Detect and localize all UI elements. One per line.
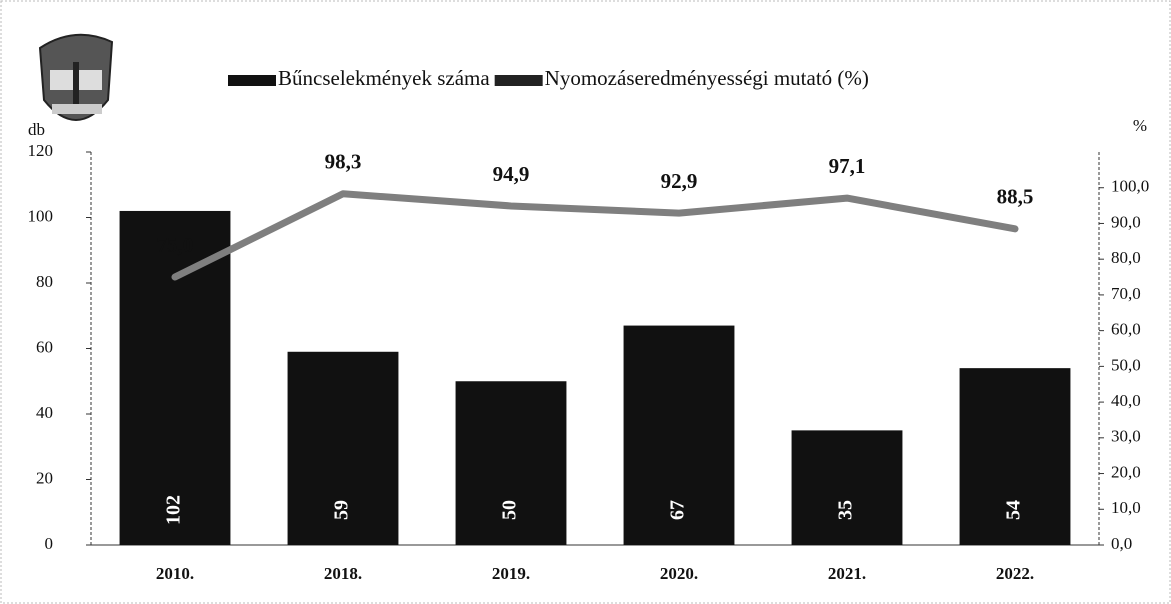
y2-tick-label: 80,0: [1111, 248, 1141, 267]
x-tick-label: 2019.: [492, 564, 530, 583]
legend-label: Nyomozáseredményességi mutató (%): [545, 66, 869, 90]
x-tick-label: 2020.: [660, 564, 698, 583]
line-value-label: 98,3: [325, 150, 362, 174]
y2-tick-label: 60,0: [1111, 320, 1141, 339]
y2-tick-label: 0,0: [1111, 534, 1132, 553]
bar-value-label: 54: [1003, 500, 1025, 520]
y-tick-label: 100: [28, 206, 54, 225]
line-value-label: 94,9: [493, 162, 530, 186]
y2-tick-label: 10,0: [1111, 498, 1141, 517]
police-logo: [40, 35, 112, 120]
y2-tick-label: 70,0: [1111, 284, 1141, 303]
bar-value-label: 59: [331, 500, 353, 520]
chart: db % 0 20 40 60 80 100 120 0,0 10,0 20,0 30,0 40,0 5…: [0, 0, 1171, 604]
y2-tick-label: 40,0: [1111, 391, 1141, 410]
x-tick-label: 2021.: [828, 564, 866, 583]
line-value-label: 88,5: [997, 185, 1034, 209]
x-tick-label: 2010.: [156, 564, 194, 583]
legend-swatch: [495, 75, 543, 86]
y-tick-label: 120: [28, 141, 54, 160]
y2-tick-label: 90,0: [1111, 212, 1141, 231]
y2-axis-label: %: [1133, 116, 1147, 135]
bar-value-label: 67: [667, 500, 689, 520]
y2-tick-label: 50,0: [1111, 355, 1141, 374]
y2-tick-label: 100,0: [1111, 177, 1149, 196]
y-tick-label: 40: [36, 403, 53, 422]
x-tick-label: 2022.: [996, 564, 1034, 583]
legend-label: Bűncselekmények száma: [278, 66, 490, 90]
y-tick-label: 0: [45, 534, 54, 553]
bar-value-label: 50: [499, 500, 521, 520]
line-value-label: 97,1: [829, 154, 866, 178]
bar: [792, 430, 903, 545]
legend-swatch: [228, 75, 276, 86]
bar-value-label: 102: [163, 495, 185, 525]
x-tick-label: 2018.: [324, 564, 362, 583]
y2-tick-label: 30,0: [1111, 427, 1141, 446]
bar-value-label: 35: [835, 500, 857, 520]
y-tick-label: 20: [36, 468, 53, 487]
line-value-label: 92,9: [661, 169, 698, 193]
y2-tick-label: 20,0: [1111, 462, 1141, 481]
y-axis-label: db: [28, 120, 45, 139]
y-tick-label: 80: [36, 272, 53, 291]
line-value-label: 75,0: [157, 233, 194, 257]
y-tick-label: 60: [36, 337, 53, 356]
